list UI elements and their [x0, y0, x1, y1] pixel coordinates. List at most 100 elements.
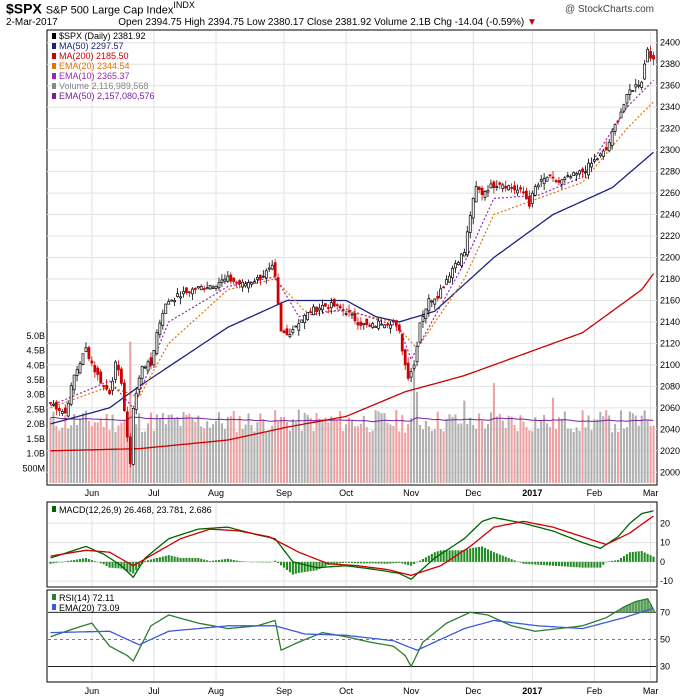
volume-bar: [365, 427, 368, 483]
volume-bar: [146, 423, 150, 483]
candle-body: [516, 189, 519, 194]
macd-histogram-bar: [587, 561, 590, 568]
volume-bar: [280, 417, 283, 483]
candle-body: [536, 184, 540, 188]
candle-body: [468, 215, 472, 233]
macd-histogram-bar: [554, 561, 558, 566]
macd-histogram-bar: [489, 550, 492, 562]
candle-body: [108, 390, 111, 395]
legend-swatch: [52, 53, 56, 59]
macd-histogram-bar: [560, 561, 563, 567]
volume-bar: [637, 425, 640, 483]
volume-bar: [507, 415, 510, 483]
macd-histogram-bar: [593, 561, 596, 568]
candle-body: [380, 323, 383, 326]
volume-tick-label: 2.0B: [26, 419, 45, 429]
macd-histogram-bar: [643, 552, 646, 562]
volume-bar: [587, 415, 590, 483]
volume-bar: [448, 414, 451, 483]
macd-histogram-bar: [359, 561, 362, 564]
candle-body: [217, 282, 221, 289]
macd-histogram-bar: [640, 551, 643, 562]
macd-histogram-bar: [407, 561, 410, 565]
macd-histogram-bar: [229, 559, 232, 562]
macd-histogram-bar: [238, 561, 241, 562]
macd-histogram-bar: [374, 561, 377, 564]
macd-legend-label: MACD(12,26,9) 26.468, 23.781, 2.686: [59, 505, 212, 515]
macd-histogram-bar: [404, 561, 407, 565]
volume-bar: [350, 420, 354, 483]
legend-swatch: [52, 93, 56, 99]
price-tick-label: 2320: [660, 124, 680, 134]
macd-signal-line: [50, 515, 654, 577]
candle-body: [205, 287, 209, 290]
volume-bar: [265, 432, 268, 483]
volume-bar: [259, 413, 262, 483]
volume-bar: [516, 431, 519, 483]
candle-body: [214, 285, 218, 289]
macd-histogram-bar: [427, 555, 430, 562]
candle-body: [288, 334, 292, 338]
macd-histogram-bar: [55, 561, 58, 563]
macd-histogram-bar: [413, 561, 416, 565]
volume-bar: [543, 414, 546, 483]
candle-body: [409, 371, 413, 378]
ticker-name: S&P 500 Large Cap Index: [45, 4, 174, 17]
macd-histogram-bar: [179, 558, 182, 562]
volume-bar: [501, 420, 504, 483]
candle-body: [122, 382, 126, 412]
volume-bar: [504, 427, 507, 483]
macd-histogram-bar: [445, 550, 448, 562]
candle-body: [353, 313, 357, 322]
macd-histogram-bar: [129, 561, 132, 573]
candle-body: [244, 283, 247, 287]
volume-bar: [563, 411, 566, 483]
candle-body: [394, 320, 398, 326]
rsi-overbought-fill: [637, 600, 641, 613]
x-tick-label: Dec: [465, 488, 482, 498]
rsi-layer: [50, 598, 655, 668]
volume-bar: [282, 416, 286, 483]
candle-body: [137, 377, 141, 390]
volume-bar: [321, 419, 324, 483]
legend-label: $SPX (Daily) 2381.92: [59, 31, 146, 41]
volume-bar: [123, 420, 126, 483]
macd-histogram-bar: [324, 561, 327, 567]
price-tick-label: 2400: [660, 38, 680, 48]
macd-histogram-bar: [475, 547, 478, 562]
macd-histogram-bar: [549, 561, 552, 566]
candle-body: [646, 48, 649, 63]
candle-body: [454, 263, 457, 269]
volume-tick-label: 2.5B: [26, 404, 45, 414]
volume-label: Volume: [374, 17, 408, 28]
candle-body: [371, 323, 375, 328]
volume-bar: [460, 423, 463, 483]
volume-bar: [401, 415, 404, 483]
volume-bar: [333, 419, 336, 483]
volume-bar: [277, 421, 280, 483]
volume-bar: [602, 416, 605, 483]
volume-bar: [241, 428, 244, 483]
volume-bar: [212, 424, 215, 483]
volume-bar: [371, 430, 374, 483]
volume-bar: [377, 411, 380, 483]
volume-bar: [581, 410, 584, 483]
macd-histogram-bar: [288, 561, 291, 573]
volume-bar: [268, 431, 271, 483]
macd-histogram-bar: [191, 558, 194, 562]
x-tick-label: Oct: [339, 686, 354, 696]
candle-body: [117, 364, 120, 371]
macd-histogram-bar: [194, 558, 197, 562]
macd-histogram-bar: [117, 561, 120, 569]
candle-body: [649, 51, 652, 59]
volume-bar: [356, 426, 359, 483]
volume-bar: [483, 428, 487, 483]
candle-body: [350, 313, 354, 316]
candle-body: [99, 371, 103, 384]
candle-body: [294, 325, 298, 328]
candle-body: [433, 298, 437, 305]
candle-body: [510, 187, 514, 189]
macd-histogram-bar: [81, 558, 85, 562]
volume-bar: [182, 412, 185, 483]
rsi-overbought-fill: [619, 608, 623, 613]
